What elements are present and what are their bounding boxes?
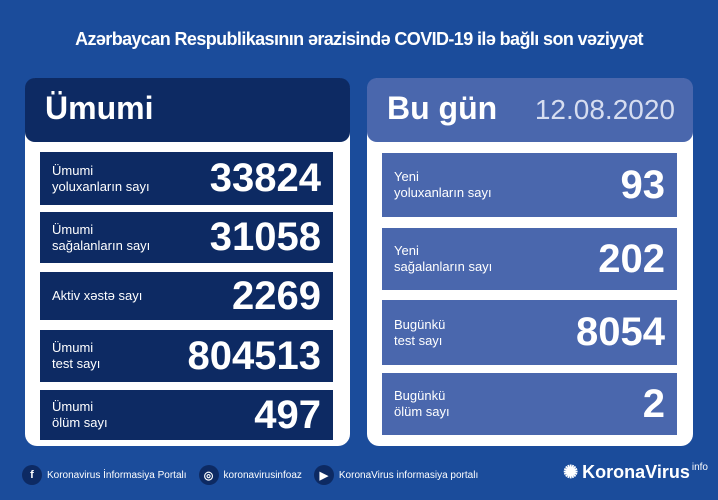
total-header: Ümumi — [25, 78, 350, 142]
stat-row: Bugünkü test sayı 8054 — [382, 300, 677, 365]
koronavirus-logo: ✺ KoronaVirus info — [563, 462, 708, 483]
stat-label: ölüm sayı — [52, 415, 108, 430]
stat-value: 2269 — [232, 273, 321, 318]
stat-label: sağalanların sayı — [52, 237, 151, 253]
stat-label: test sayı — [52, 356, 101, 371]
stat-label: yoluxanların sayı — [52, 178, 150, 194]
stat-label: Ümumi — [52, 340, 94, 355]
total-panel: Ümumi Ümumi yoluxanların sayı 33824 Ümumi s… — [25, 78, 350, 446]
today-header-label: Bu gün — [387, 90, 498, 126]
footer: f Koronavirus İnformasiya Portalı ◎ korona… — [22, 460, 490, 490]
stat-row: Yeni yoluxanların sayı 93 — [382, 153, 677, 217]
today-header: Bu gün 12.08.2020 — [367, 78, 693, 142]
stat-value: 497 — [254, 392, 321, 437]
stat-label: Yeni — [394, 243, 419, 258]
stat-value: 2 — [642, 381, 665, 426]
stat-label: Ümumi — [52, 221, 94, 237]
facebook-label: Koronavirus İnformasiya Portalı — [47, 469, 187, 481]
logo-name: KoronaVirus — [582, 462, 690, 482]
stat-row: Aktiv xəstə sayı 2269 — [40, 272, 333, 320]
date-label: 12.08.2020 — [534, 94, 675, 125]
stat-value: 804513 — [187, 333, 321, 378]
today-panel: Bu gün 12.08.2020 Yeni yoluxanların sayı 93… — [367, 78, 693, 446]
stat-row: Ümumi sağalanların sayı 31058 — [40, 212, 333, 263]
instagram-link[interactable]: ◎ koronavirusinfoaz — [198, 465, 302, 485]
stat-value: 31058 — [209, 215, 321, 259]
logo-suffix: info — [691, 462, 708, 473]
stat-label: ölüm sayı — [394, 404, 450, 419]
instagram-icon: ◎ — [198, 465, 219, 485]
instagram-label: koronavirusinfoaz — [223, 469, 302, 481]
page-title: Azərbaycan Respublikasının ərazisində CO… — [10, 28, 708, 50]
stat-label: Bugünkü — [394, 316, 446, 332]
stat-label: Bugünkü — [394, 388, 446, 403]
stat-label: sağalanların sayı — [394, 259, 493, 274]
facebook-link[interactable]: f Koronavirus İnformasiya Portalı — [22, 465, 187, 485]
youtube-label: KoronaVirus informasiya portalı — [338, 469, 479, 481]
stat-row: Yeni sağalanların sayı 202 — [382, 228, 677, 290]
stat-row: Ümumi ölüm sayı 497 — [40, 390, 333, 440]
total-header-label: Ümumi — [45, 90, 154, 126]
stat-row: Ümumi test sayı 804513 — [40, 330, 333, 382]
stat-label: Yeni — [394, 169, 419, 184]
stat-value: 202 — [598, 236, 665, 281]
stat-value: 8054 — [576, 310, 665, 354]
stat-label: Aktiv xəstə sayı — [52, 288, 143, 303]
facebook-icon: f — [22, 465, 42, 485]
stat-row: Ümumi yoluxanların sayı 33824 — [40, 152, 333, 205]
stat-label: yoluxanların sayı — [394, 185, 492, 200]
youtube-icon: ▶ — [313, 465, 334, 485]
youtube-link[interactable]: ▶ KoronaVirus informasiya portalı — [313, 465, 479, 485]
stat-value: 93 — [620, 162, 666, 207]
stat-label: test sayı — [394, 332, 443, 348]
virus-icon: ✺ — [563, 462, 579, 482]
title-text: Azərbaycan Respublikasının ərazisində CO… — [75, 29, 643, 49]
stat-row: Bugünkü ölüm sayı 2 — [382, 373, 677, 435]
stat-label: Ümumi — [52, 399, 94, 414]
stat-label: Ümumi — [52, 162, 94, 178]
stat-value: 33824 — [209, 156, 321, 200]
